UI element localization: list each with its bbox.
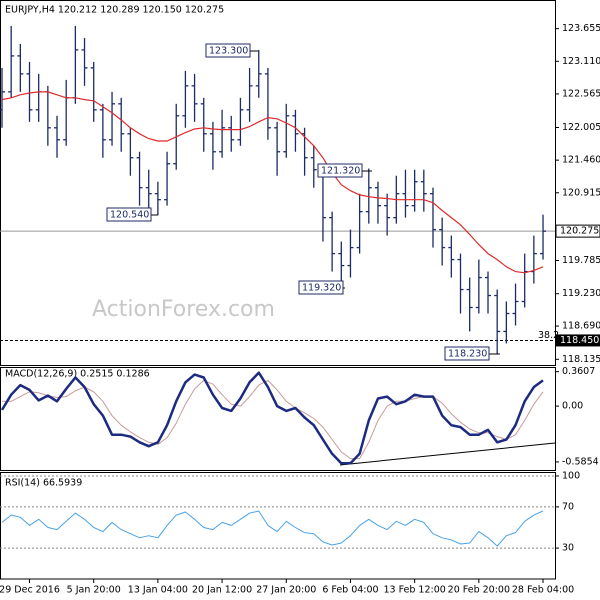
y-tick-label: 123.655: [562, 23, 600, 34]
x-tick-label: 20 Jan 12:00: [192, 585, 252, 596]
annotation: 121.320: [321, 166, 360, 177]
x-tick-label: 28 Feb 04:00: [512, 585, 574, 596]
x-tick-label: 6 Feb 04:00: [322, 585, 378, 596]
y-tick-label: 119.785: [562, 255, 600, 266]
indicator-line: [1, 510, 544, 547]
trend-line: [339, 442, 556, 466]
annotation-box: [106, 207, 152, 222]
indicator-line: [2, 379, 544, 460]
annotation-box: [205, 43, 251, 58]
y-tick-label: -0.5854: [562, 456, 599, 467]
x-tick-label: 20 Feb 20:00: [448, 585, 510, 596]
y-tick-label: 30: [562, 543, 574, 554]
x-tick-label: 13 Jan 04:00: [128, 585, 188, 596]
annotation: 119.320: [302, 283, 341, 294]
y-tick-label: 120.915: [562, 187, 600, 198]
price-panel: [0, 0, 556, 366]
annotation-box: [317, 163, 363, 178]
x-tick-label: 27 Jan 20:00: [256, 585, 316, 596]
annotation: 120.540: [110, 210, 149, 221]
annotation-box: [444, 346, 490, 361]
x-tick-label: 13 Feb 12:00: [383, 585, 445, 596]
y-tick-label: 122.565: [562, 88, 600, 99]
y-tick-label: 118.690: [562, 321, 600, 332]
watermark: ActionForex.com: [92, 297, 275, 322]
current-price-box: [555, 224, 600, 238]
y-tick-label: 123.110: [562, 56, 600, 67]
macd-title: MACD(12,26,9) 0.2515 0.1286: [5, 369, 150, 380]
moving-average: [1, 91, 544, 274]
x-tick-label: 29 Dec 2016: [0, 585, 60, 596]
level-box: [556, 334, 600, 347]
level-label: 118.450: [560, 335, 599, 346]
annotation-box: [298, 280, 344, 295]
y-tick-label: 121.460: [562, 155, 600, 166]
rsi-title: RSI(14) 66.5939: [5, 478, 82, 489]
macd-panel: [0, 367, 556, 471]
y-tick-label: 0.00: [562, 401, 583, 412]
y-tick-label: 119.230: [562, 288, 600, 299]
y-tick-label: 122.005: [562, 122, 600, 133]
current-price-label: 120.275: [560, 226, 599, 237]
annotation: 118.230: [448, 349, 487, 360]
price-title: EURJPY,H4 120.212 120.289 120.150 120.27…: [5, 5, 224, 16]
annotation: 123.300: [209, 46, 248, 57]
y-tick-label: 0.3607: [562, 366, 595, 377]
y-tick-label: 70: [562, 501, 574, 512]
fib-label: 38.2: [538, 330, 559, 341]
x-tick-label: 5 Jan 20:00: [67, 585, 121, 596]
y-tick-label: 118.135: [562, 354, 600, 365]
y-tick-label: 100: [562, 471, 580, 482]
rsi-panel: [0, 472, 556, 580]
indicator-line: [0, 371, 544, 465]
